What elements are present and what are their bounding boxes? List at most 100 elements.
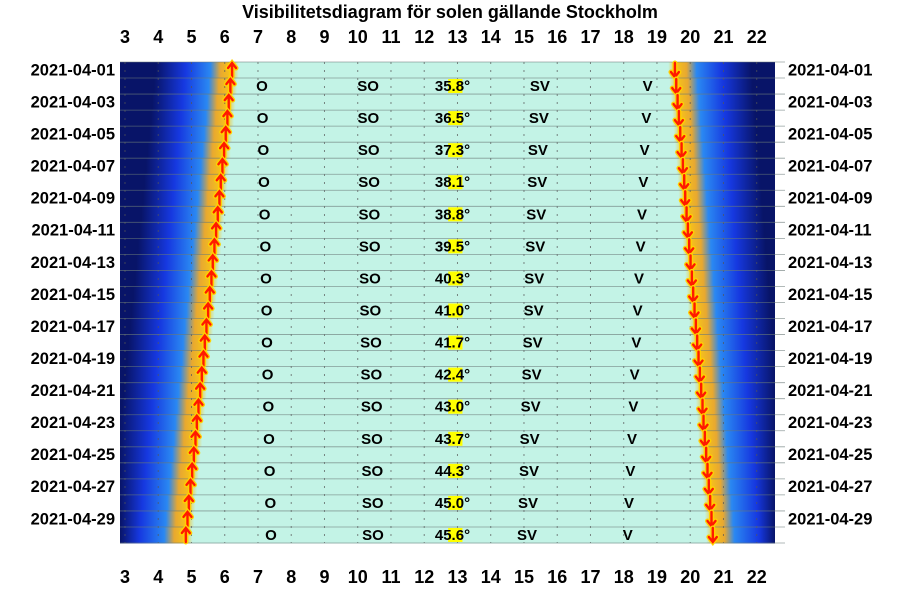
direction-label: SO: [359, 238, 381, 255]
date-label: 2021-04-07: [31, 158, 115, 176]
x-tick-label: 20: [680, 567, 700, 587]
x-tick-label: 11: [381, 567, 400, 587]
noon-highlight: [448, 143, 463, 158]
direction-label: SV: [525, 238, 545, 255]
direction-label: SV: [523, 335, 543, 352]
noon-elevation: 39.5°: [435, 238, 470, 255]
date-label: 2021-04-27: [31, 478, 115, 496]
date-label: 2021-04-03: [31, 93, 115, 111]
sunrise-arrow: [190, 429, 201, 447]
direction-label: SV: [524, 270, 544, 287]
sunrise-arrow: [226, 61, 238, 79]
sunrise-arrow: [209, 237, 220, 255]
direction-label: SO: [358, 174, 380, 191]
direction-label: V: [627, 431, 637, 448]
x-tick-label: 19: [647, 567, 667, 587]
noon-highlight: [448, 399, 463, 414]
day-row: [120, 62, 775, 79]
direction-label: SO: [362, 495, 384, 512]
direction-label: SO: [362, 463, 384, 480]
direction-label: SV: [517, 527, 537, 544]
noon-elevation: 41.7°: [435, 335, 470, 352]
noon-highlight: [448, 111, 463, 126]
date-label: 2021-04-07: [788, 158, 872, 176]
direction-label: SV: [521, 399, 541, 416]
x-tick-label: 7: [253, 567, 263, 587]
x-tick-label: 6: [220, 27, 230, 47]
direction-label: O: [259, 206, 271, 223]
x-tick-label: 8: [286, 27, 296, 47]
x-tick-label: 15: [514, 27, 534, 47]
x-tick-label: 3: [120, 567, 130, 587]
day-row: [120, 302, 775, 320]
day-row: [120, 270, 775, 287]
x-tick-label: 18: [614, 567, 634, 587]
day-row: [120, 286, 775, 303]
x-tick-label: 16: [547, 567, 567, 587]
x-tick-label: 10: [348, 567, 368, 587]
x-tick-label: 3: [120, 27, 130, 47]
date-label: 2021-04-01: [788, 61, 872, 79]
x-tick-label: 5: [186, 567, 196, 587]
x-tick-label: 12: [414, 567, 434, 587]
date-label: 2021-04-23: [31, 414, 115, 432]
sunrise-arrow: [183, 493, 195, 512]
direction-label: SO: [359, 270, 381, 287]
x-tick-label: 17: [580, 27, 600, 47]
date-label: 2021-04-11: [32, 222, 116, 240]
x-tick-label: 22: [747, 27, 767, 47]
date-label: 2021-04-05: [788, 126, 872, 144]
day-row: [120, 206, 775, 223]
day-row: [120, 350, 775, 368]
noon-elevation: 37.3°: [435, 142, 470, 159]
noon-elevation: 42.4°: [435, 367, 470, 384]
day-row: [120, 78, 775, 95]
direction-label: V: [633, 302, 643, 319]
sunrise-arrow: [218, 141, 230, 159]
direction-label: O: [261, 302, 273, 319]
sunrise-arrow: [196, 365, 207, 383]
direction-label: SV: [520, 431, 540, 448]
noon-highlight: [448, 335, 463, 350]
direction-label: O: [262, 367, 274, 384]
sunrise-arrow: [199, 333, 210, 351]
x-tick-label: 13: [447, 27, 467, 47]
date-label: 2021-04-27: [788, 478, 872, 496]
noon-highlight: [448, 239, 463, 254]
direction-label: O: [256, 78, 268, 95]
sunrise-arrow: [204, 285, 215, 303]
date-label: 2021-04-09: [788, 190, 872, 208]
day-row: [120, 414, 775, 432]
direction-label: V: [638, 174, 648, 191]
direction-label: O: [261, 335, 273, 352]
sunrise-arrow: [210, 221, 222, 239]
sunrise-arrow: [222, 109, 233, 127]
day-row: [120, 510, 775, 528]
sunrise-arrow: [198, 349, 209, 367]
x-tick-label: 19: [647, 27, 667, 47]
direction-label: SO: [360, 335, 382, 352]
noon-elevation: 45.6°: [435, 527, 470, 544]
direction-label: SO: [359, 206, 381, 223]
x-tick-label: 11: [381, 27, 400, 47]
day-row: [120, 126, 775, 143]
direction-label: O: [264, 495, 276, 512]
date-label: 2021-04-03: [788, 93, 872, 111]
day-row: [120, 238, 775, 255]
date-label: 2021-04-19: [31, 350, 115, 368]
direction-label: SV: [529, 110, 549, 127]
day-row: [120, 174, 775, 191]
direction-label: SO: [361, 399, 383, 416]
direction-label: V: [634, 270, 644, 287]
sunrise-arrow: [194, 381, 206, 399]
sunrise-arrow: [212, 205, 223, 223]
direction-label: O: [257, 142, 269, 159]
x-tick-label: 10: [348, 27, 368, 47]
date-label: 2021-04-17: [788, 318, 872, 336]
x-tick-label: 17: [580, 567, 600, 587]
sunrise-arrow: [191, 413, 203, 431]
day-row: [120, 254, 775, 271]
sunrise-arrow: [185, 477, 196, 496]
noon-elevation: 38.1°: [435, 174, 470, 191]
